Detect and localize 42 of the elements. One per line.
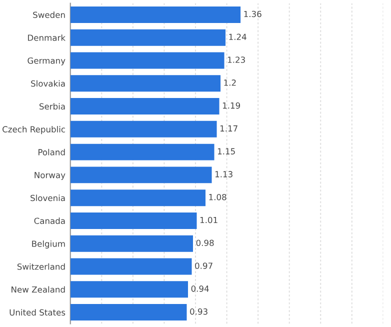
data-label: 1.17 — [220, 125, 238, 132]
y-tick-label: Canada — [34, 218, 65, 224]
bar — [70, 6, 241, 23]
y-tick-label: New Zealand — [12, 286, 65, 293]
y-tick-label: Slovakia — [31, 80, 65, 87]
data-label: 1.13 — [215, 171, 232, 178]
y-tick-label: Poland — [38, 148, 65, 156]
y-tick-label: Czech Republic — [2, 126, 65, 134]
bar — [70, 29, 226, 46]
y-tick-label: Sweden — [33, 12, 65, 18]
bar — [70, 52, 224, 69]
bar — [70, 235, 193, 252]
bar — [70, 166, 212, 184]
bar — [70, 98, 220, 115]
y-tick-label: Denmark — [28, 34, 66, 41]
data-label: 0.97 — [195, 262, 212, 269]
data-label: 0.98 — [196, 240, 214, 246]
bar — [70, 75, 221, 92]
bar — [70, 304, 187, 321]
data-label: 1.19 — [222, 102, 240, 109]
bar — [70, 120, 217, 138]
data-label: 1.08 — [209, 194, 226, 200]
y-tick-label: Serbia — [40, 103, 65, 110]
bar — [70, 258, 192, 275]
bar — [70, 212, 197, 229]
data-label: 0.94 — [191, 286, 209, 292]
bar — [70, 144, 214, 160]
y-tick-label: Norway — [34, 172, 66, 180]
data-label: 1.24 — [229, 34, 246, 40]
data-label: 0.93 — [190, 308, 208, 315]
data-label: 1.2 — [224, 80, 236, 86]
bar — [70, 281, 188, 298]
y-tick-label: Slovenia — [30, 194, 65, 202]
y-tick-label: Germany — [28, 57, 66, 66]
data-label: 1.36 — [244, 10, 262, 18]
y-tick-label: Belgium — [32, 240, 65, 249]
y-tick-label: Switzerland — [17, 263, 65, 270]
y-tick-label: United States — [10, 309, 66, 316]
data-label: 1.15 — [218, 148, 235, 154]
bar — [70, 190, 206, 206]
data-label: 1.01 — [200, 216, 218, 224]
data-label: 1.23 — [228, 56, 245, 63]
